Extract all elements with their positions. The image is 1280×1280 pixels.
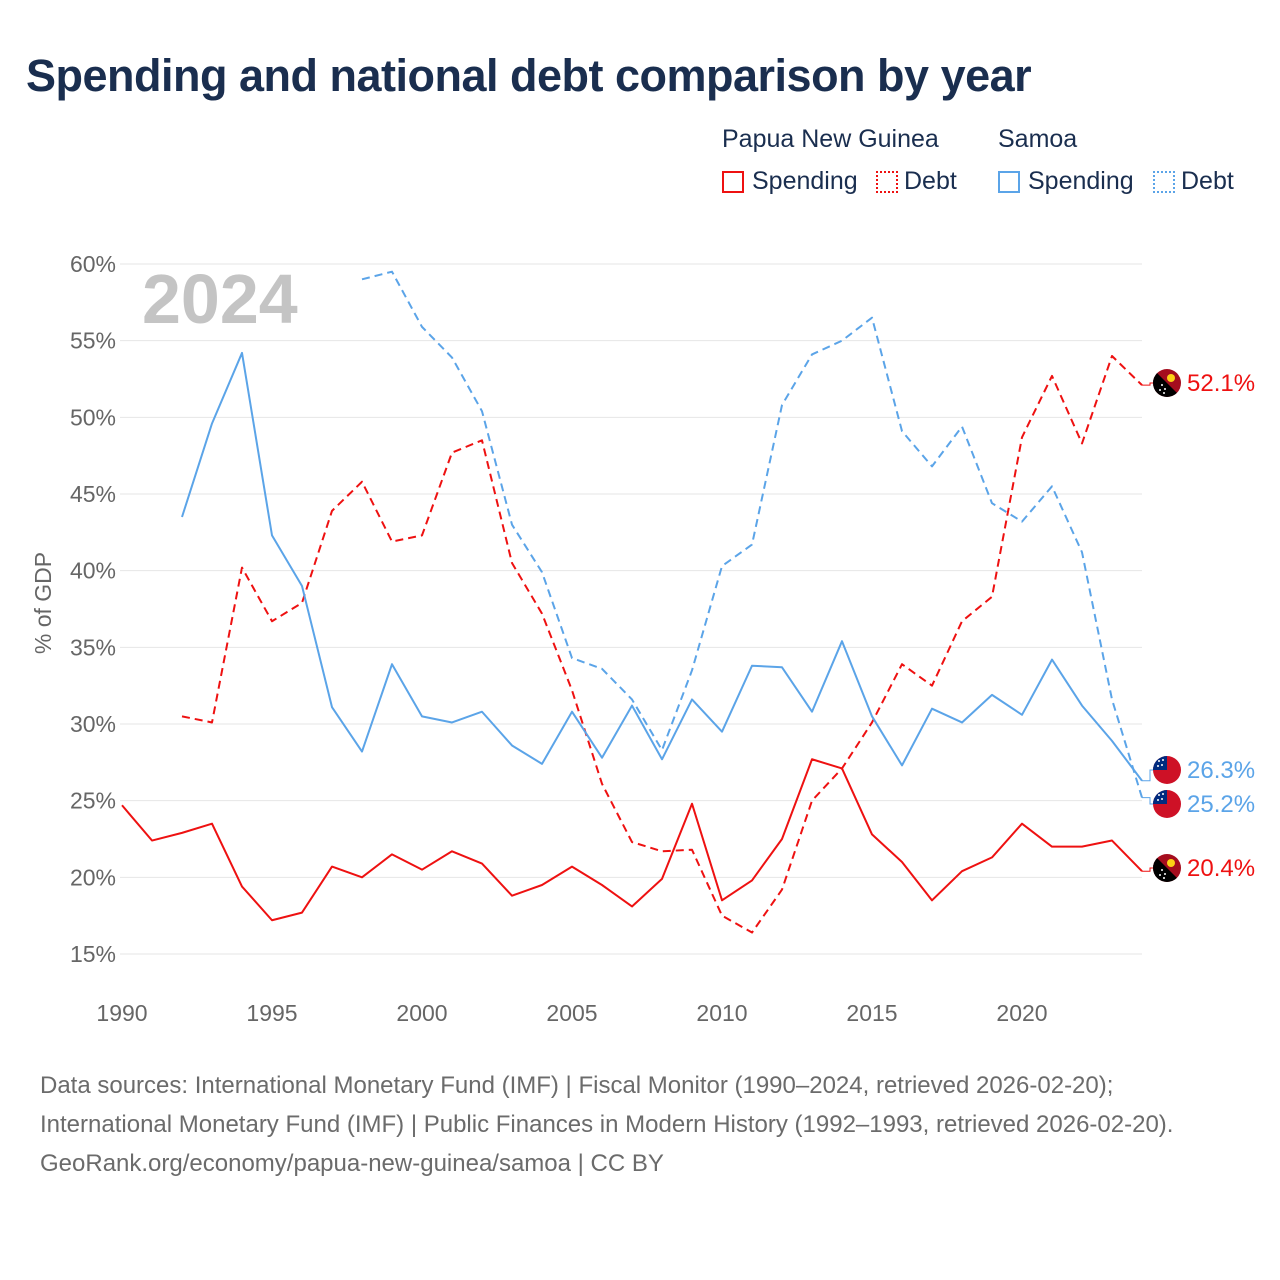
- legend-label: Spending: [752, 167, 858, 195]
- samoa-flag-icon: [1153, 790, 1181, 818]
- y-axis-label: % of GDP: [30, 552, 56, 654]
- y-tick-label: 40%: [70, 558, 116, 584]
- papua-new-guinea-flag-icon: [1153, 369, 1181, 397]
- label-connector: [1142, 382, 1154, 386]
- legend-label: Debt: [1181, 167, 1234, 195]
- series-line[interactable]: [181, 355, 1143, 934]
- x-tick-label: 2010: [696, 1000, 747, 1026]
- x-tick-label: 1990: [96, 1000, 147, 1026]
- legend-group-png: Papua New Guinea: [722, 125, 939, 153]
- x-tick-label: 2015: [846, 1000, 897, 1026]
- samoa-flag-icon: [1153, 756, 1181, 784]
- legend-samoa-spending[interactable]: Spending: [998, 167, 1134, 196]
- label-connector: [1142, 769, 1154, 782]
- x-tick-label: 1995: [246, 1000, 297, 1026]
- legend-png-debt[interactable]: Debt: [876, 167, 957, 196]
- legend-label: Spending: [1028, 167, 1134, 195]
- x-tick-label: 2005: [546, 1000, 597, 1026]
- series-line[interactable]: [121, 758, 1143, 922]
- data-sources: Data sources: International Monetary Fun…: [40, 1072, 1174, 1138]
- chart-title: Spending and national debt comparison by…: [26, 50, 1032, 101]
- x-tick-label: 2020: [996, 1000, 1047, 1026]
- x-tick-label: 2000: [396, 1000, 447, 1026]
- y-tick-label: 50%: [70, 404, 116, 430]
- dotted-swatch-icon: [876, 170, 898, 193]
- y-tick-label: 55%: [70, 328, 116, 354]
- label-connector: [1142, 867, 1154, 872]
- y-tick-label: 25%: [70, 788, 116, 814]
- legend-group-samoa: Samoa: [998, 125, 1078, 153]
- papua-new-guinea-flag-icon: [1153, 854, 1181, 882]
- footer: Data sources: International Monetary Fun…: [40, 1066, 1240, 1183]
- end-value-label: 26.3%: [1187, 757, 1255, 784]
- end-value-label: 25.2%: [1187, 791, 1255, 818]
- solid-swatch-icon: [998, 170, 1020, 193]
- end-value-label: 20.4%: [1187, 855, 1255, 882]
- legend-png-spending[interactable]: Spending: [722, 167, 858, 196]
- solid-swatch-icon: [722, 170, 744, 193]
- year-watermark: 2024: [142, 260, 298, 338]
- plot-area: 15% 20% 25% 30% 35% 40% 45% 50% 55% 60% 1990 1995 20…: [30, 251, 1255, 1026]
- y-tick-label: 30%: [70, 711, 116, 737]
- credit-link[interactable]: GeoRank.org/economy/papua-new-guinea/sam…: [40, 1150, 664, 1177]
- y-tick-label: 15%: [70, 941, 116, 967]
- dotted-swatch-icon: [1153, 170, 1175, 193]
- y-tick-label: 45%: [70, 481, 116, 507]
- y-tick-label: 20%: [70, 864, 116, 890]
- y-tick-label: 60%: [70, 251, 116, 277]
- end-value-label: 52.1%: [1187, 370, 1255, 397]
- legend-label: Debt: [904, 167, 957, 195]
- y-tick-label: 35%: [70, 634, 116, 660]
- legend-samoa-debt[interactable]: Debt: [1153, 167, 1234, 196]
- label-connector: [1142, 797, 1154, 805]
- series-line[interactable]: [361, 270, 1143, 798]
